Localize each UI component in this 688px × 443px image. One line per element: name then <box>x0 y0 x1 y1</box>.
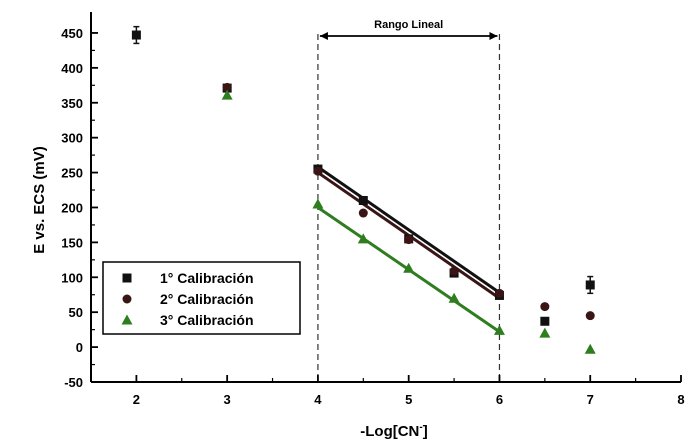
y-tick-label: 300 <box>61 131 83 146</box>
y-tick-label: 350 <box>61 96 83 111</box>
y-tick-label: 0 <box>76 340 83 355</box>
data-point-series-1 <box>540 316 550 326</box>
data-points <box>131 25 596 354</box>
legend-marker-series-2 <box>122 294 132 304</box>
y-tick-label: 400 <box>61 61 83 76</box>
range-arrow-left-head <box>319 32 328 40</box>
y-tick-label: 450 <box>61 26 83 41</box>
x-tick-label: 5 <box>405 392 412 407</box>
y-tick-label: 150 <box>61 235 83 250</box>
legend-marker-series-3 <box>121 314 133 325</box>
data-point-series-2 <box>449 266 459 276</box>
y-tick-label: 200 <box>61 200 83 215</box>
data-point-series-3 <box>221 89 233 100</box>
y-axis-label: E vs. ECS (mV) <box>31 146 48 254</box>
legend-label-series-1: 1° Calibración <box>160 270 254 286</box>
data-point-series-3 <box>357 233 369 244</box>
x-axis-label: -Log[CN-] <box>360 422 428 440</box>
x-tick-label: 6 <box>496 392 503 407</box>
y-tick-label: 50 <box>69 305 83 320</box>
legend-marker-series-1 <box>122 273 132 283</box>
data-point-series-2 <box>358 208 368 218</box>
y-tick-label: 250 <box>61 166 83 181</box>
data-point-series-3 <box>448 292 460 303</box>
data-point-series-2 <box>404 235 414 245</box>
linear-range-annotation: Rango Lineal <box>317 19 501 382</box>
data-point-series-1 <box>131 30 141 40</box>
data-point-series-3 <box>584 343 596 354</box>
data-point-series-2 <box>222 82 232 92</box>
legend-label-series-2: 2° Calibración <box>160 291 254 307</box>
data-point-series-2 <box>494 288 504 298</box>
data-point-series-3 <box>493 324 505 335</box>
x-tick-label: 8 <box>677 392 684 407</box>
y-tick-label: -50 <box>64 375 83 390</box>
data-point-series-3 <box>539 327 551 338</box>
range-label: Rango Lineal <box>374 19 443 31</box>
x-tick-label: 7 <box>587 392 594 407</box>
range-arrow-right-head <box>489 32 498 40</box>
legend-box <box>102 261 301 335</box>
x-tick-label: 2 <box>133 392 140 407</box>
data-point-series-2 <box>313 166 323 176</box>
data-point-series-3 <box>403 262 415 273</box>
data-point-series-2 <box>540 302 550 312</box>
axes: -50 0 50 100 150 200 250 300 350 400 450 2 3 4 5 6 7 8 <box>61 12 685 407</box>
data-point-series-1 <box>358 195 368 205</box>
data-point-series-3 <box>312 198 324 209</box>
y-tick-label: 100 <box>61 270 83 285</box>
data-point-series-2 <box>585 311 595 321</box>
fit-line-series-1 <box>317 165 501 294</box>
fit-lines <box>317 165 501 333</box>
legend-label-series-3: 3° Calibración <box>160 312 254 328</box>
legend: 1° Calibración 2° Calibración 3° Calibraci… <box>102 261 301 335</box>
x-tick-label: 4 <box>314 392 322 407</box>
x-tick-label: 3 <box>224 392 231 407</box>
data-point-series-1 <box>585 280 595 290</box>
